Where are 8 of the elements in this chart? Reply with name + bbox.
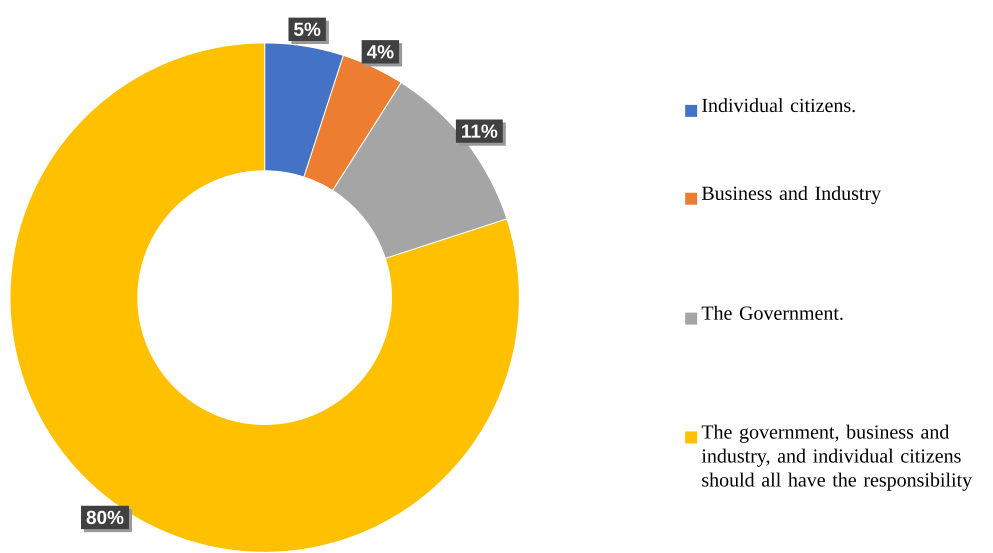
legend-label: Individual citizens. <box>702 98 855 112</box>
data-label: 11% <box>462 124 498 138</box>
legend-label: The Government. <box>702 306 843 320</box>
legend-label: Business and Industry <box>702 186 882 204</box>
data-label: 5% <box>294 22 320 36</box>
data-label: 4% <box>366 45 394 59</box>
data-label: 80% <box>86 510 124 524</box>
legend-label: The government, business and industry, and individual citizens should all have the responsibility <box>702 424 972 491</box>
